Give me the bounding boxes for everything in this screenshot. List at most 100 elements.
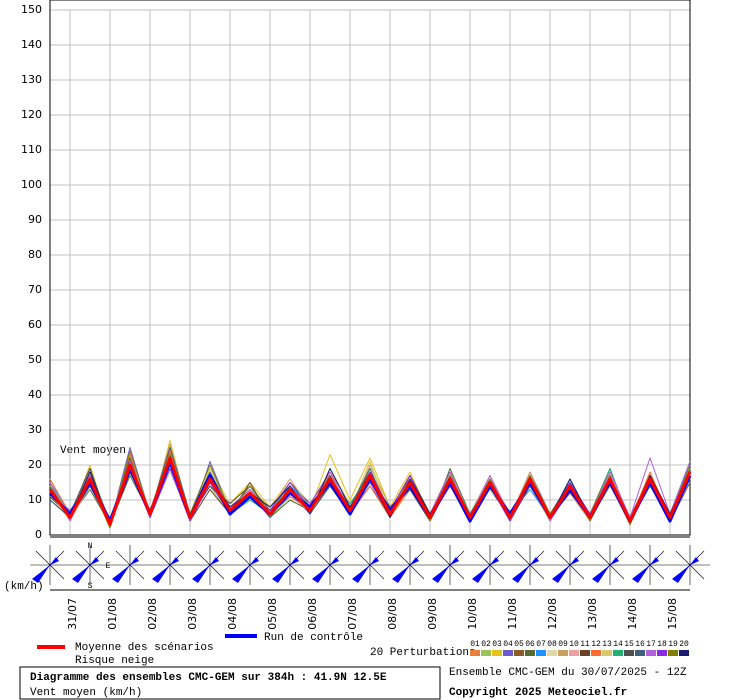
rose-wedge (290, 557, 299, 565)
legend-swatch (679, 650, 689, 656)
legend-swatch (635, 650, 645, 656)
y-tick-label: 40 (28, 388, 42, 401)
y-tick-label: 70 (28, 283, 42, 296)
legend-label: 14 (613, 640, 623, 649)
rose-wedge (490, 557, 499, 565)
legend-label: 08 (547, 640, 557, 649)
rose-wedge (170, 557, 179, 565)
legend-label: 10 (569, 640, 579, 649)
y-tick-label: 140 (21, 38, 42, 51)
rose-wedge (592, 565, 610, 583)
legend-label: 13 (602, 640, 612, 649)
x-tick-label: 07/08 (346, 598, 359, 630)
legend-label: Run de contrôle (264, 632, 363, 644)
legend-swatch (481, 650, 491, 656)
rose-wedge (450, 557, 459, 565)
chart-subtitle: Vent moyen (km/h) (30, 687, 142, 699)
snow-risk-label: Risque neige (75, 655, 154, 667)
x-tick-label: 06/08 (306, 598, 319, 630)
x-tick-label: 01/08 (106, 598, 119, 630)
y-tick-label: 80 (28, 248, 42, 261)
legend-label: Moyenne des scénarios (75, 642, 214, 654)
copyright: Copyright 2025 Meteociel.fr (449, 687, 627, 699)
compass-e: E (106, 562, 111, 571)
rose-wedge (570, 557, 579, 565)
rose-wedge (210, 557, 219, 565)
rose-wedge (152, 565, 170, 583)
rose-wedge (552, 565, 570, 583)
y-tick-label: 90 (28, 213, 42, 226)
legend-label: 04 (503, 640, 513, 649)
x-tick-label: 05/08 (266, 598, 279, 630)
legend-swatch (613, 650, 623, 656)
legend-label: 11 (580, 640, 590, 649)
legend-swatch (646, 650, 656, 656)
legend-swatch (514, 650, 524, 656)
rose-wedge (650, 557, 659, 565)
y-tick-label: 150 (21, 3, 42, 16)
rose-wedge (472, 565, 490, 583)
rose-wedge (610, 557, 619, 565)
y-tick-label: 100 (21, 178, 42, 191)
x-tick-label: 12/08 (546, 598, 559, 630)
legend-label: 17 (646, 640, 656, 649)
rose-wedge (50, 557, 59, 565)
x-tick-label: 03/08 (186, 598, 199, 630)
y-tick-label: 20 (28, 458, 42, 471)
rose-wedge (672, 565, 690, 583)
x-tick-label: 10/08 (466, 598, 479, 630)
legend-label: 16 (635, 640, 645, 649)
y-tick-label: 30 (28, 423, 42, 436)
rose-wedge (330, 557, 339, 565)
x-tick-label: 04/08 (226, 598, 239, 630)
rose-wedge (250, 557, 259, 565)
rose-wedge (352, 565, 370, 583)
x-tick-label: 02/08 (146, 598, 159, 630)
legend-label: 15 (624, 640, 634, 649)
y-tick-label: 10 (28, 493, 42, 506)
legend-label: 01 (470, 640, 480, 649)
x-tick-label: 15/08 (666, 598, 679, 630)
legend-swatch (536, 650, 546, 656)
chart-title: Diagramme des ensembles CMC-GEM sur 384h… (30, 672, 387, 684)
legend-swatch (558, 650, 568, 656)
title-box (19, 666, 441, 700)
rose-wedge (690, 557, 699, 565)
rose-wedge (112, 565, 130, 583)
y-tick-label: 0 (35, 528, 42, 541)
perturbations-label: 20 Perturbations (370, 647, 476, 659)
legend-swatch (668, 650, 678, 656)
rose-wedge (232, 565, 250, 583)
legend-label: 19 (668, 640, 678, 649)
rose-wedge (370, 557, 379, 565)
legend-swatch (624, 650, 634, 656)
rose-wedge (530, 557, 539, 565)
y-tick-label: 50 (28, 353, 42, 366)
x-tick-label: 09/08 (426, 598, 439, 630)
rose-wedge (192, 565, 210, 583)
legend-swatch (602, 650, 612, 656)
legend-swatch (470, 650, 480, 656)
legend-swatch (525, 650, 535, 656)
legend-swatch (503, 650, 513, 656)
y-tick-label: 120 (21, 108, 42, 121)
legend-label: 02 (481, 640, 491, 649)
rose-wedge (410, 557, 419, 565)
legend-label: 18 (657, 640, 667, 649)
legend-label: 07 (536, 640, 546, 649)
legend-swatch (569, 650, 579, 656)
legend-swatch (657, 650, 667, 656)
y-tick-label: 60 (28, 318, 42, 331)
x-tick-label: 11/08 (506, 598, 519, 630)
legend-swatch (547, 650, 557, 656)
legend-label: 06 (525, 640, 535, 649)
run-info: Ensemble CMC-GEM du 30/07/2025 - 12Z (449, 667, 687, 679)
legend-label: 03 (492, 640, 502, 649)
rose-wedge (90, 557, 99, 565)
rose-wedge (432, 565, 450, 583)
y-tick-label: 130 (21, 73, 42, 86)
rose-wedge (130, 557, 139, 565)
